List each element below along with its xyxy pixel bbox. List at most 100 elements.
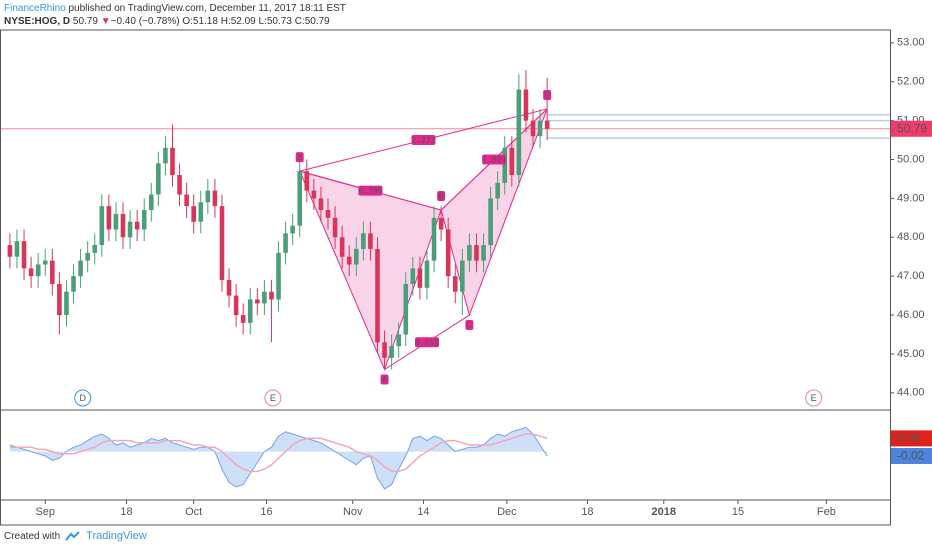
indicator-value-box [891, 430, 932, 447]
candle-body [170, 147, 175, 176]
y-tick-label: 52.00 [897, 76, 925, 88]
candle-body [403, 283, 409, 335]
ratio-label: 1.899 [482, 156, 506, 165]
candle-body [85, 252, 90, 261]
event-marker [805, 389, 823, 407]
ratio-label: 1.273 [411, 136, 435, 145]
candle-body [318, 198, 324, 211]
published: published on TradingView.com, December 1… [68, 3, 346, 14]
candle-body [191, 206, 196, 222]
candle-body [396, 334, 401, 347]
ratio-badge [358, 185, 383, 196]
candle-body [290, 225, 295, 234]
candle-body [325, 210, 331, 218]
candle-body [488, 198, 493, 246]
x-tick-label: 2018 [652, 506, 676, 518]
candle-body [297, 171, 303, 226]
x-tick-label: 18 [581, 506, 593, 518]
candle-body [474, 245, 479, 261]
point-badge [380, 374, 389, 385]
symbol: NYSE:HOG, D [4, 16, 71, 27]
candle-body [35, 264, 41, 277]
candle-body [368, 233, 373, 249]
point-label: C [466, 321, 472, 330]
candle-body [163, 147, 168, 164]
point-label: A [382, 375, 388, 384]
candle-body [530, 120, 536, 137]
candle-body [64, 291, 69, 316]
ohlc: H:52.09 [220, 16, 256, 27]
candle-body [233, 295, 239, 316]
candle-body [156, 163, 161, 195]
point-badge [465, 320, 474, 331]
event-label: D [79, 393, 86, 403]
candle-body [544, 120, 550, 129]
candle-body [353, 248, 359, 265]
candle-body [78, 260, 83, 277]
signal-line [9, 433, 548, 473]
candle-body [240, 315, 246, 323]
candle-body [283, 233, 288, 253]
y-tick-label: 45.00 [897, 348, 925, 360]
candle-body [212, 190, 218, 207]
x-tick-label: 14 [417, 506, 429, 518]
candle-body [262, 291, 267, 304]
publish-line: FinanceRhino published on TradingView.co… [4, 2, 346, 15]
candle-body [269, 291, 274, 300]
header: FinanceRhino published on TradingView.co… [4, 2, 346, 28]
candle-body [71, 276, 76, 292]
last-price-label: 50.79 [897, 121, 927, 135]
candle-body [50, 260, 55, 284]
candle-body [304, 171, 310, 191]
last-price-box [891, 120, 932, 137]
candle-body [438, 217, 444, 230]
candle-body [7, 245, 13, 257]
candle-body [460, 260, 465, 292]
candle-body [346, 256, 352, 265]
candle-body [424, 260, 430, 288]
last: 50.79 [72, 16, 98, 27]
ratio-badge [482, 154, 507, 165]
symbol-line: NYSE:HOG, D 50.79 ▼−0.40 (−0.78%) O:51.1… [4, 15, 346, 28]
x-tick-label: Nov [343, 506, 363, 518]
ohlc: O:51.18 [182, 16, 218, 27]
candle-body [113, 213, 119, 230]
x-tick-label: Dec [497, 506, 517, 518]
candle-body [467, 245, 472, 261]
y-tick-label: 50.00 [897, 153, 925, 165]
x-tick-label: Oct [185, 506, 202, 518]
indicator-value-label: -0.02 [897, 449, 925, 463]
change: −0.40 (−0.78%) [110, 16, 180, 27]
point-badge [295, 152, 304, 163]
y-tick-label: 46.00 [897, 309, 925, 321]
candle-body [389, 346, 394, 358]
ohlc: C:50.79 [294, 16, 330, 27]
candle-body [134, 221, 140, 230]
candle-body [410, 268, 416, 284]
point-label: X [297, 153, 303, 162]
x-tick-label: 15 [732, 506, 744, 518]
x-tick-label: 16 [260, 506, 272, 518]
point-badge [437, 191, 446, 202]
x-tick-label: Sep [35, 506, 55, 518]
plot-frame [0, 29, 891, 526]
footer: Created with TradingView [4, 530, 147, 542]
y-tick-label: 49.00 [897, 192, 925, 204]
ratio-badge [411, 135, 436, 146]
point-label: D [544, 91, 550, 100]
candle-body [516, 89, 522, 176]
candle-body [332, 217, 338, 238]
candle-body [361, 233, 366, 249]
footer-brand[interactable]: TradingView [86, 530, 147, 542]
candles [7, 70, 550, 370]
candle-body [523, 89, 529, 121]
candle-body [92, 245, 98, 253]
candle-body [141, 210, 147, 230]
candle-body [120, 213, 126, 238]
ratio-label: 0.799 [358, 187, 382, 196]
y-tick-label: 44.00 [897, 387, 925, 399]
candle-body [148, 194, 154, 211]
candle-body [247, 299, 253, 323]
candle-body [28, 268, 34, 277]
point-label: B [438, 192, 443, 201]
